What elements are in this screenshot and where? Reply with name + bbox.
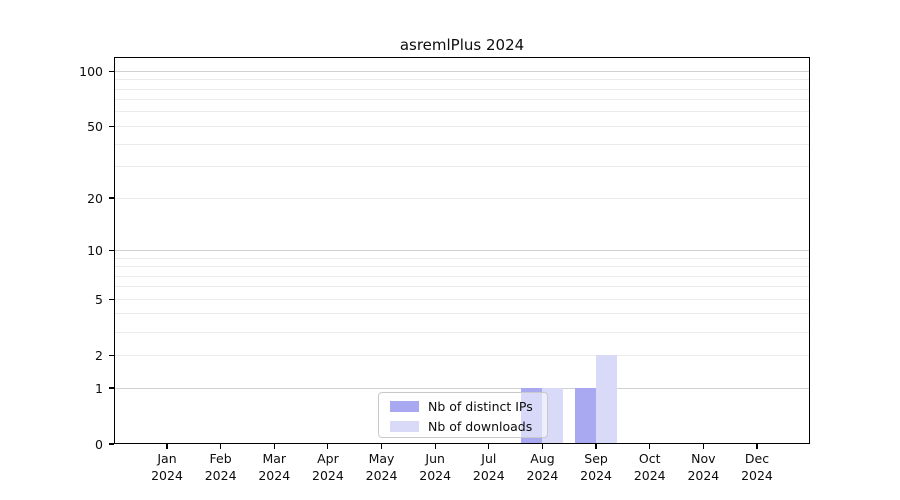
x-tick [273,444,275,449]
y-tick-label: 0 [95,436,103,452]
legend-label-downloads: Nb of downloads [428,418,533,434]
x-tick [166,444,168,449]
major-gridline [115,70,809,72]
y-tick [109,249,114,251]
legend-swatch-distinct-ips-icon [390,400,419,412]
x-tick [434,444,436,449]
x-tick-label-year: 2024 [580,468,612,483]
bar-sep-downloads [596,355,618,444]
legend-entry-distinct-ips: Nb of distinct IPs [379,396,547,416]
legend-entry-downloads: Nb of downloads [379,416,547,436]
x-tick-label-month: Aug [530,451,555,466]
x-tick-label-month: Dec [744,451,770,466]
minor-gridline [115,143,809,145]
x-tick-label-year: 2024 [258,468,291,483]
x-tick-label-month: Sep [584,451,608,466]
y-tick-label: 2 [95,347,103,363]
minor-gridline [115,257,809,259]
y-tick-label: 100 [79,63,103,79]
y-tick [109,443,114,445]
x-tick [488,444,490,449]
y-tick [109,70,114,72]
x-tick [220,444,222,449]
x-tick [327,444,329,449]
x-tick-label-year: 2024 [312,468,344,483]
major-gridline [115,387,809,389]
minor-gridline [115,99,809,101]
minor-gridline [115,266,809,267]
minor-gridline [115,166,809,168]
y-tick [109,354,114,356]
x-tick-label-month: May [368,451,395,466]
x-tick-label-year: 2024 [204,468,237,483]
x-tick [380,444,383,449]
minor-gridline [115,88,809,90]
minor-gridline [115,286,809,288]
x-tick [756,444,758,449]
minor-gridline [115,197,809,199]
major-gridline [115,249,809,251]
y-tick [109,197,114,199]
y-tick-label: 20 [87,190,103,206]
x-tick-label-month: Jan [157,451,177,466]
x-tick-label-year: 2024 [741,468,773,483]
minor-gridline [115,111,809,113]
minor-gridline [115,354,809,356]
x-tick-label-month: Nov [691,451,716,466]
y-tick [109,387,114,389]
y-tick-label: 1 [95,380,103,396]
bar-sep-distinct-ips [575,388,597,444]
minor-gridline [115,298,809,300]
x-tick [702,444,704,449]
minor-gridline [115,275,809,277]
x-tick-label-year: 2024 [687,468,720,483]
legend-swatch-downloads-icon [390,420,419,432]
x-tick [595,444,597,449]
x-tick-label-month: Feb [209,451,232,466]
x-tick-label-year: 2024 [419,468,452,483]
y-tick [109,125,114,127]
x-tick-label-year: 2024 [633,468,666,483]
x-tick-label-year: 2024 [365,468,398,483]
x-tick-label-year: 2024 [526,468,559,483]
x-tick [649,444,651,449]
y-tick-label: 50 [87,118,103,134]
y-tick-label: 10 [87,242,103,258]
x-tick [541,444,544,449]
x-tick-label-month: Apr [317,451,339,466]
legend: Nb of distinct IPs Nb of downloads [378,392,548,438]
minor-gridline [115,79,809,81]
x-tick-label-month: Oct [638,451,661,466]
x-tick-label-year: 2024 [151,468,183,483]
x-tick-label-month: Mar [262,451,287,466]
legend-label-distinct-ips: Nb of distinct IPs [428,398,533,414]
x-tick-label-year: 2024 [472,468,505,483]
chart-title: asremlPlus 2024 [399,36,525,54]
x-tick-label-month: Jul [481,451,497,466]
y-tick [109,298,114,300]
minor-gridline [115,313,809,315]
x-tick-label-month: Jun [425,451,445,466]
minor-gridline [115,125,809,127]
y-tick-label: 5 [95,291,103,307]
minor-gridline [115,331,809,333]
